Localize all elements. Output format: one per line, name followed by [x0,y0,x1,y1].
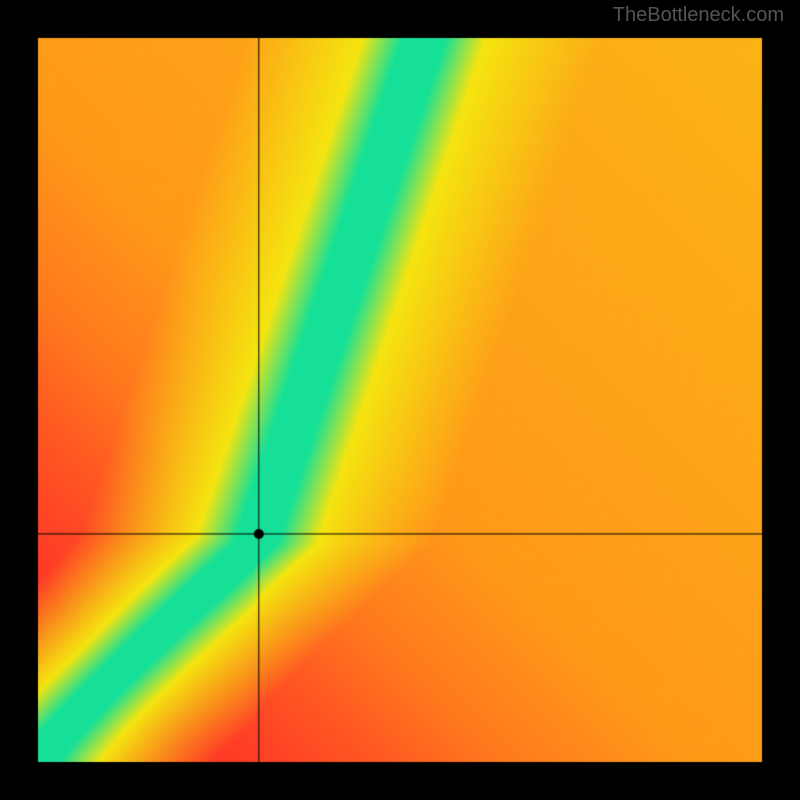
heatmap-canvas [0,0,800,800]
watermark-text: TheBottleneck.com [613,4,784,27]
chart-container: TheBottleneck.com [0,0,800,800]
